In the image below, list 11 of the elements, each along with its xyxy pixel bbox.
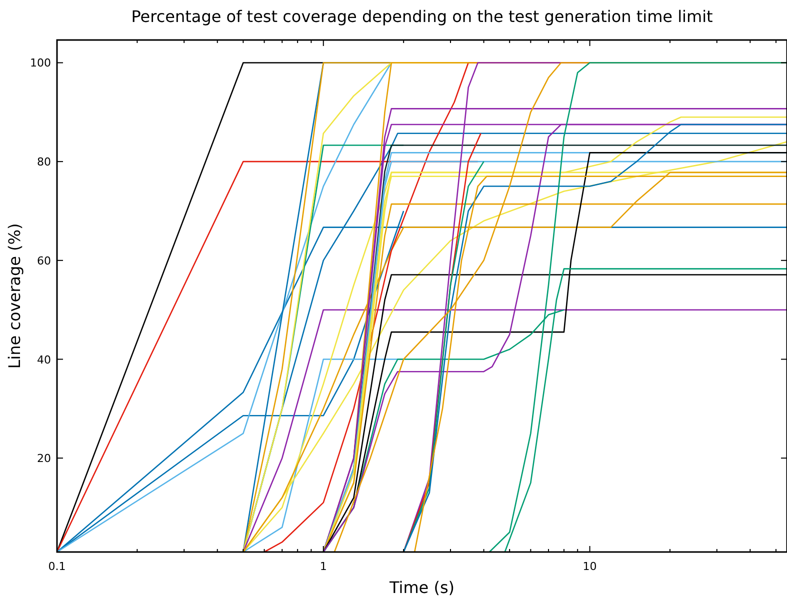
x-axis-title: Time (s) <box>388 578 455 597</box>
y-axis-title: Line coverage (%) <box>5 223 24 369</box>
y-tick-label: 60 <box>37 254 51 268</box>
y-tick-label: 100 <box>30 56 51 70</box>
x-tick-label: 10 <box>582 560 597 573</box>
y-tick-label: 20 <box>37 452 51 466</box>
y-tick-label: 40 <box>37 353 51 366</box>
chart-title: Percentage of test coverage depending on the test generation time limit <box>131 7 713 26</box>
x-tick-label: 1 <box>320 560 327 573</box>
y-tick-label: 80 <box>37 156 51 169</box>
x-tick-label: 0.1 <box>48 560 66 573</box>
